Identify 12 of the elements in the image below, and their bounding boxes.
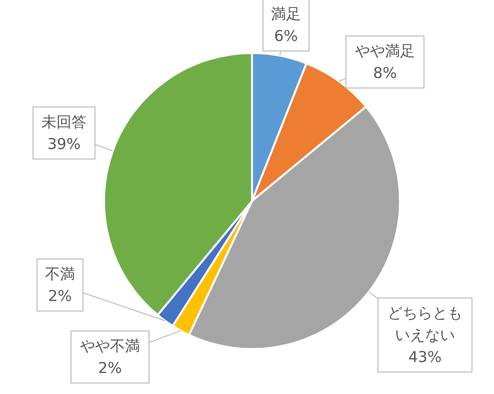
- data-label: 2%: [48, 287, 72, 305]
- data-label: 8%: [373, 64, 397, 82]
- data-label: 43%: [408, 348, 442, 366]
- slice-label: 不満: [45, 265, 75, 283]
- slice-label: どちらともいえない: [388, 304, 462, 344]
- slice-label: 未回答: [42, 113, 86, 131]
- data-label: 6%: [274, 27, 298, 45]
- slice-label: 満足: [271, 5, 301, 23]
- slice-label: やや満足: [355, 42, 415, 60]
- slice-label: やや不満: [80, 337, 140, 355]
- data-label: 39%: [47, 135, 81, 153]
- data-label: 2%: [98, 359, 122, 377]
